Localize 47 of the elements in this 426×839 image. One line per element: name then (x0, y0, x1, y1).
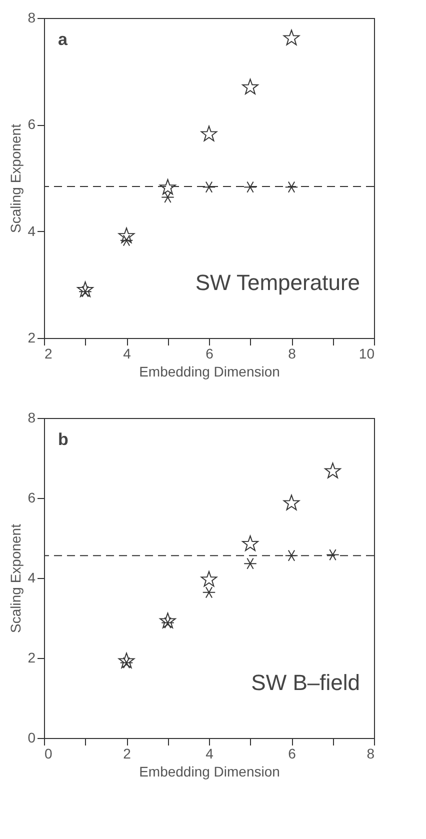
x-tick-label: 6 (288, 746, 296, 762)
point (244, 558, 257, 570)
point (242, 78, 258, 94)
point (242, 535, 258, 552)
point (200, 126, 218, 142)
y-axis-title: Scaling Exponent (8, 124, 24, 233)
point (161, 191, 174, 204)
x-axis-title: Embedding Dimension (139, 764, 280, 780)
point (160, 612, 176, 628)
y-tick-label: 0 (28, 730, 36, 746)
x-tick-label: 0 (44, 746, 52, 762)
x-tick-label: 10 (358, 346, 375, 362)
point (326, 548, 340, 561)
y-tick-label: 6 (28, 490, 36, 506)
point (118, 652, 135, 668)
point (324, 462, 341, 478)
y-tick-label: 4 (28, 570, 36, 586)
y-tick-label: 2 (28, 650, 36, 666)
x-tick-label: 8 (366, 746, 375, 762)
point (200, 571, 218, 587)
y-axis-title: Scaling Exponent (8, 524, 24, 633)
x-axis-title: Embedding Dimension (139, 364, 280, 380)
y-tick-label: 2 (28, 330, 36, 346)
x-tick-label: 2 (44, 346, 52, 362)
point (283, 30, 300, 46)
x-tick-label: 4 (123, 346, 132, 362)
point (118, 228, 135, 244)
x-tick-label: 6 (206, 346, 214, 362)
x-tick-label: 2 (123, 746, 132, 762)
y-tick-label: 8 (28, 10, 36, 26)
y-tick-label: 8 (28, 410, 36, 426)
point (160, 179, 176, 195)
x-tick-label: 4 (206, 746, 214, 762)
y-tick-label: 6 (28, 116, 36, 132)
point (244, 181, 257, 193)
annotation: SW Temperature (195, 270, 360, 295)
x-tick-label: 8 (288, 346, 296, 362)
point (284, 550, 298, 562)
point (202, 586, 216, 598)
annotation: SW B–field (251, 670, 360, 695)
point (284, 181, 298, 193)
point (77, 281, 94, 298)
point (202, 181, 216, 193)
annotation: b (58, 430, 68, 449)
point (283, 494, 300, 510)
annotation: a (58, 30, 68, 49)
y-tick-label: 4 (28, 222, 36, 239)
